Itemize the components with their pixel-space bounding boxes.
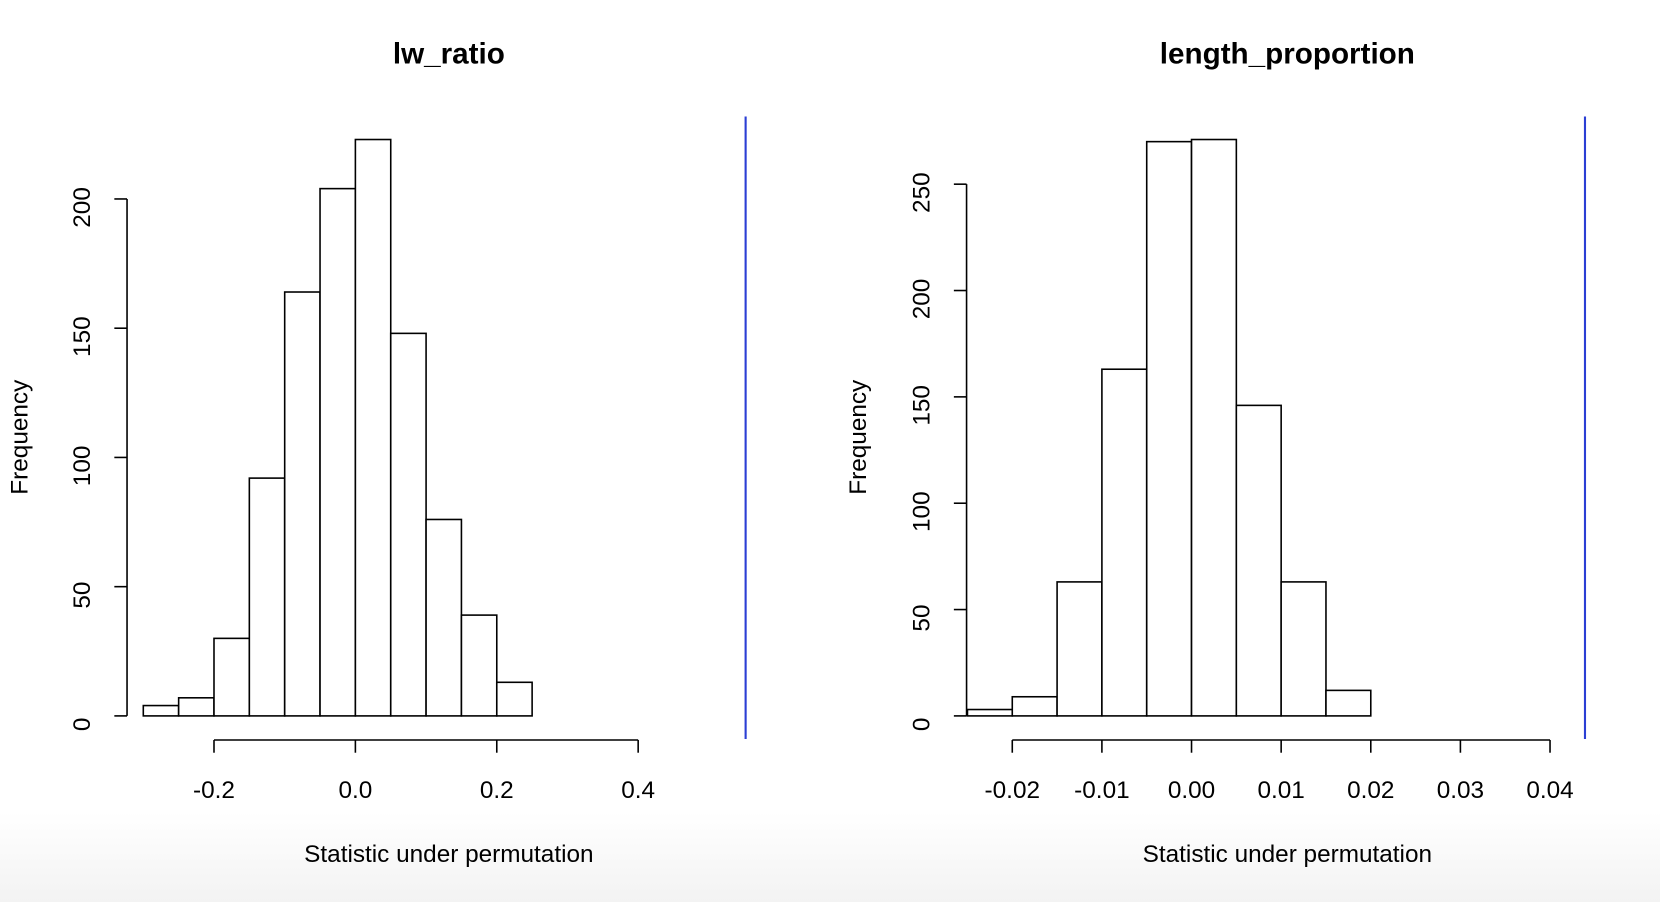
y-tick-label: 100 — [69, 446, 96, 487]
bar — [1056, 581, 1103, 717]
bar — [1325, 689, 1372, 717]
x-tick-label: -0.02 — [985, 777, 1040, 804]
x-tick-label: 0.0 — [338, 777, 372, 804]
bar — [460, 614, 498, 717]
x-tick-label: 0.00 — [1168, 777, 1215, 804]
bar — [177, 697, 215, 717]
y-tick-label: 150 — [69, 316, 96, 357]
bar — [354, 138, 392, 717]
bar — [1235, 404, 1282, 717]
bar — [319, 187, 357, 717]
y-tick-label: 100 — [909, 491, 936, 532]
chart-title: lw_ratio — [393, 38, 505, 71]
bar — [495, 681, 533, 717]
bar — [966, 708, 1014, 717]
bar — [248, 477, 286, 717]
x-tick-label: 0.4 — [621, 777, 655, 804]
bar — [1190, 138, 1238, 717]
bar — [1101, 368, 1148, 717]
x-tick-label: 0.04 — [1526, 777, 1573, 804]
x-axis-label: Statistic under permutation — [304, 841, 593, 868]
x-tick-label: 0.02 — [1347, 777, 1394, 804]
bar — [389, 332, 427, 717]
bar — [283, 291, 321, 717]
x-tick-label: -0.01 — [1074, 777, 1129, 804]
y-tick-label: 0 — [909, 718, 936, 732]
bar — [1280, 581, 1327, 717]
y-tick-label: 200 — [909, 279, 936, 320]
y-tick-label: 50 — [69, 582, 96, 609]
bar — [213, 637, 251, 717]
y-axis-label: Frequency — [7, 379, 34, 495]
y-tick-label: 150 — [909, 385, 936, 426]
bar — [142, 704, 180, 717]
bar — [425, 518, 463, 717]
y-tick-label: 250 — [909, 172, 936, 213]
y-axis-label: Frequency — [845, 379, 872, 495]
chart-title: length_proportion — [1160, 38, 1415, 71]
y-tick-label: 50 — [909, 604, 936, 631]
x-axis-label: Statistic under permutation — [1143, 841, 1432, 868]
x-tick-label: -0.2 — [193, 777, 235, 804]
bar — [1145, 140, 1193, 717]
x-tick-label: 0.2 — [480, 777, 514, 804]
y-tick-label: 0 — [69, 718, 96, 732]
x-tick-label: 0.01 — [1257, 777, 1304, 804]
y-tick-label: 200 — [69, 187, 96, 228]
x-tick-label: 0.03 — [1437, 777, 1484, 804]
bar — [1011, 695, 1058, 717]
